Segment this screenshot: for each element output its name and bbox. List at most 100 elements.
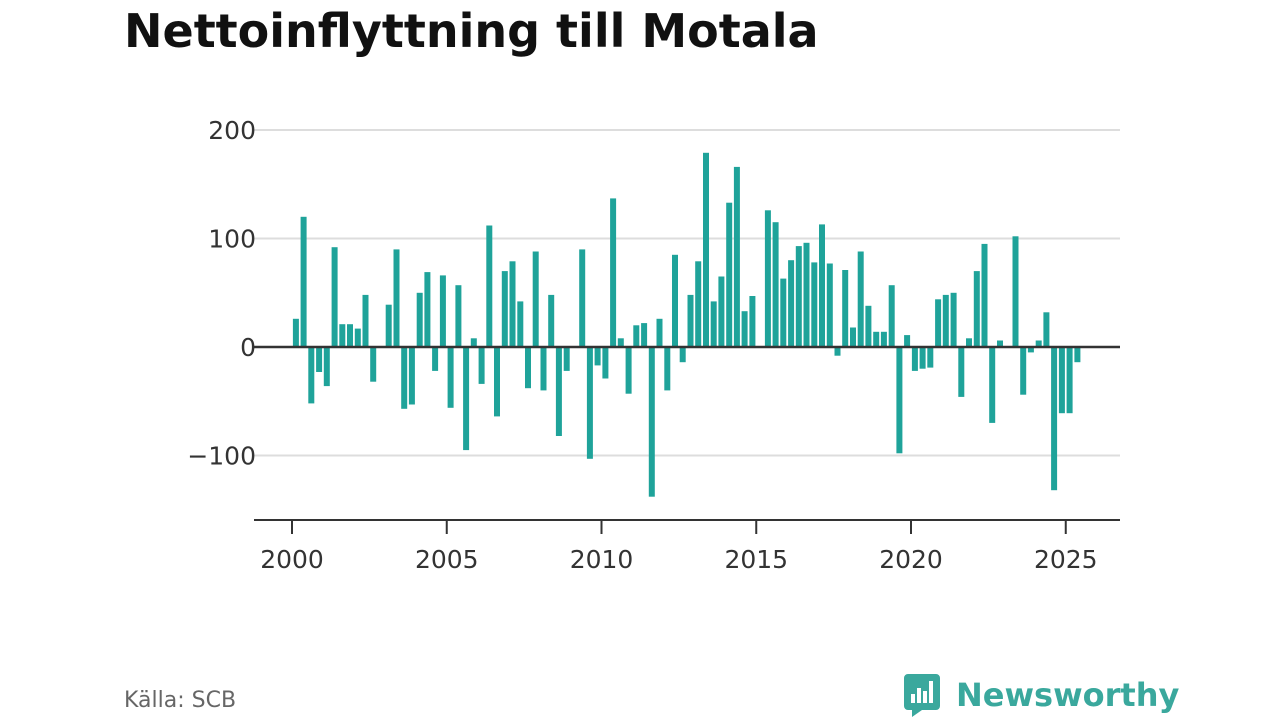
bar xyxy=(989,347,996,423)
bar xyxy=(370,347,377,382)
bar xyxy=(316,347,323,372)
bar xyxy=(788,260,795,347)
bar xyxy=(772,222,779,347)
bar xyxy=(703,152,709,347)
bar xyxy=(935,299,942,347)
bar xyxy=(958,347,965,397)
bar xyxy=(478,347,485,384)
bar xyxy=(780,278,787,347)
bar xyxy=(919,347,926,369)
bar xyxy=(548,294,555,347)
bar xyxy=(339,324,346,347)
bar xyxy=(1074,347,1081,363)
bar xyxy=(470,338,477,347)
bar xyxy=(308,347,315,404)
bar xyxy=(1058,347,1065,414)
bar xyxy=(347,324,353,347)
bar xyxy=(408,347,415,405)
bar xyxy=(625,347,632,394)
x-tick-label: 2000 xyxy=(260,545,324,574)
bar xyxy=(850,327,856,347)
bar xyxy=(323,347,330,387)
bar xyxy=(749,296,756,347)
bar xyxy=(873,331,880,347)
bar xyxy=(966,338,972,347)
bar xyxy=(540,347,547,391)
bar xyxy=(927,347,934,368)
bar xyxy=(447,347,454,408)
bar xyxy=(439,275,446,347)
bar xyxy=(981,243,988,347)
bar xyxy=(563,347,570,371)
bar xyxy=(795,246,802,347)
bar xyxy=(811,262,818,347)
bar xyxy=(834,347,841,356)
bar xyxy=(532,251,539,347)
bar xyxy=(741,311,748,347)
bar xyxy=(633,325,640,347)
bar xyxy=(494,347,500,417)
bar xyxy=(803,242,810,347)
chart-title: Nettoinflyttning till Motala xyxy=(124,4,819,58)
bar xyxy=(1051,347,1058,491)
bar xyxy=(1020,347,1027,395)
newsworthy-logo-icon xyxy=(904,674,940,717)
bar xyxy=(393,249,400,347)
bar xyxy=(1066,347,1073,414)
bar xyxy=(1012,236,1019,347)
axes xyxy=(254,345,1120,534)
x-tick-label: 2020 xyxy=(879,545,943,574)
bar xyxy=(586,347,593,459)
bar xyxy=(695,261,702,347)
bar xyxy=(401,347,408,409)
bar xyxy=(1035,340,1042,347)
bar xyxy=(594,347,601,366)
bar xyxy=(888,285,895,347)
bar xyxy=(997,340,1003,347)
source-note: Källa: SCB xyxy=(124,688,237,713)
bar xyxy=(718,276,725,347)
bar xyxy=(331,247,338,347)
bar xyxy=(857,251,864,347)
y-tick-label: 0 xyxy=(240,333,256,362)
bar xyxy=(664,347,671,391)
bar xyxy=(432,347,439,371)
bar xyxy=(904,335,911,347)
bar xyxy=(950,292,957,348)
bar xyxy=(362,294,369,347)
bar xyxy=(501,271,508,347)
bar xyxy=(424,272,431,347)
y-tick-label: 100 xyxy=(208,225,256,254)
x-tick-label: 2010 xyxy=(570,545,634,574)
x-tick-label: 2025 xyxy=(1034,545,1098,574)
bar xyxy=(1043,312,1050,347)
bar xyxy=(973,271,980,347)
bar xyxy=(455,285,462,347)
bar xyxy=(610,198,617,347)
bar xyxy=(602,347,609,379)
bar xyxy=(819,224,825,347)
bar xyxy=(842,270,849,347)
grid-lines xyxy=(254,129,1120,457)
bar xyxy=(509,261,516,347)
tick-labels: 200 100 0 −100 2000 2005 2010 2015 2020 2025 xyxy=(187,116,1097,574)
brand-logo[interactable]: Newsworthy xyxy=(902,670,1179,720)
brand-name: Newsworthy xyxy=(956,676,1180,714)
bar xyxy=(617,338,624,347)
bar xyxy=(880,331,887,347)
bar xyxy=(826,263,833,347)
bar xyxy=(300,216,307,347)
bar xyxy=(1027,347,1034,353)
bar xyxy=(942,294,949,347)
bar xyxy=(911,347,918,371)
bar xyxy=(555,347,562,436)
y-tick-label: −100 xyxy=(187,442,256,471)
bar xyxy=(641,323,648,347)
y-tick-label: 200 xyxy=(208,116,256,145)
bar xyxy=(865,305,872,347)
bar xyxy=(292,318,299,347)
bar xyxy=(896,347,903,454)
bar xyxy=(517,301,524,347)
bar xyxy=(672,254,678,347)
